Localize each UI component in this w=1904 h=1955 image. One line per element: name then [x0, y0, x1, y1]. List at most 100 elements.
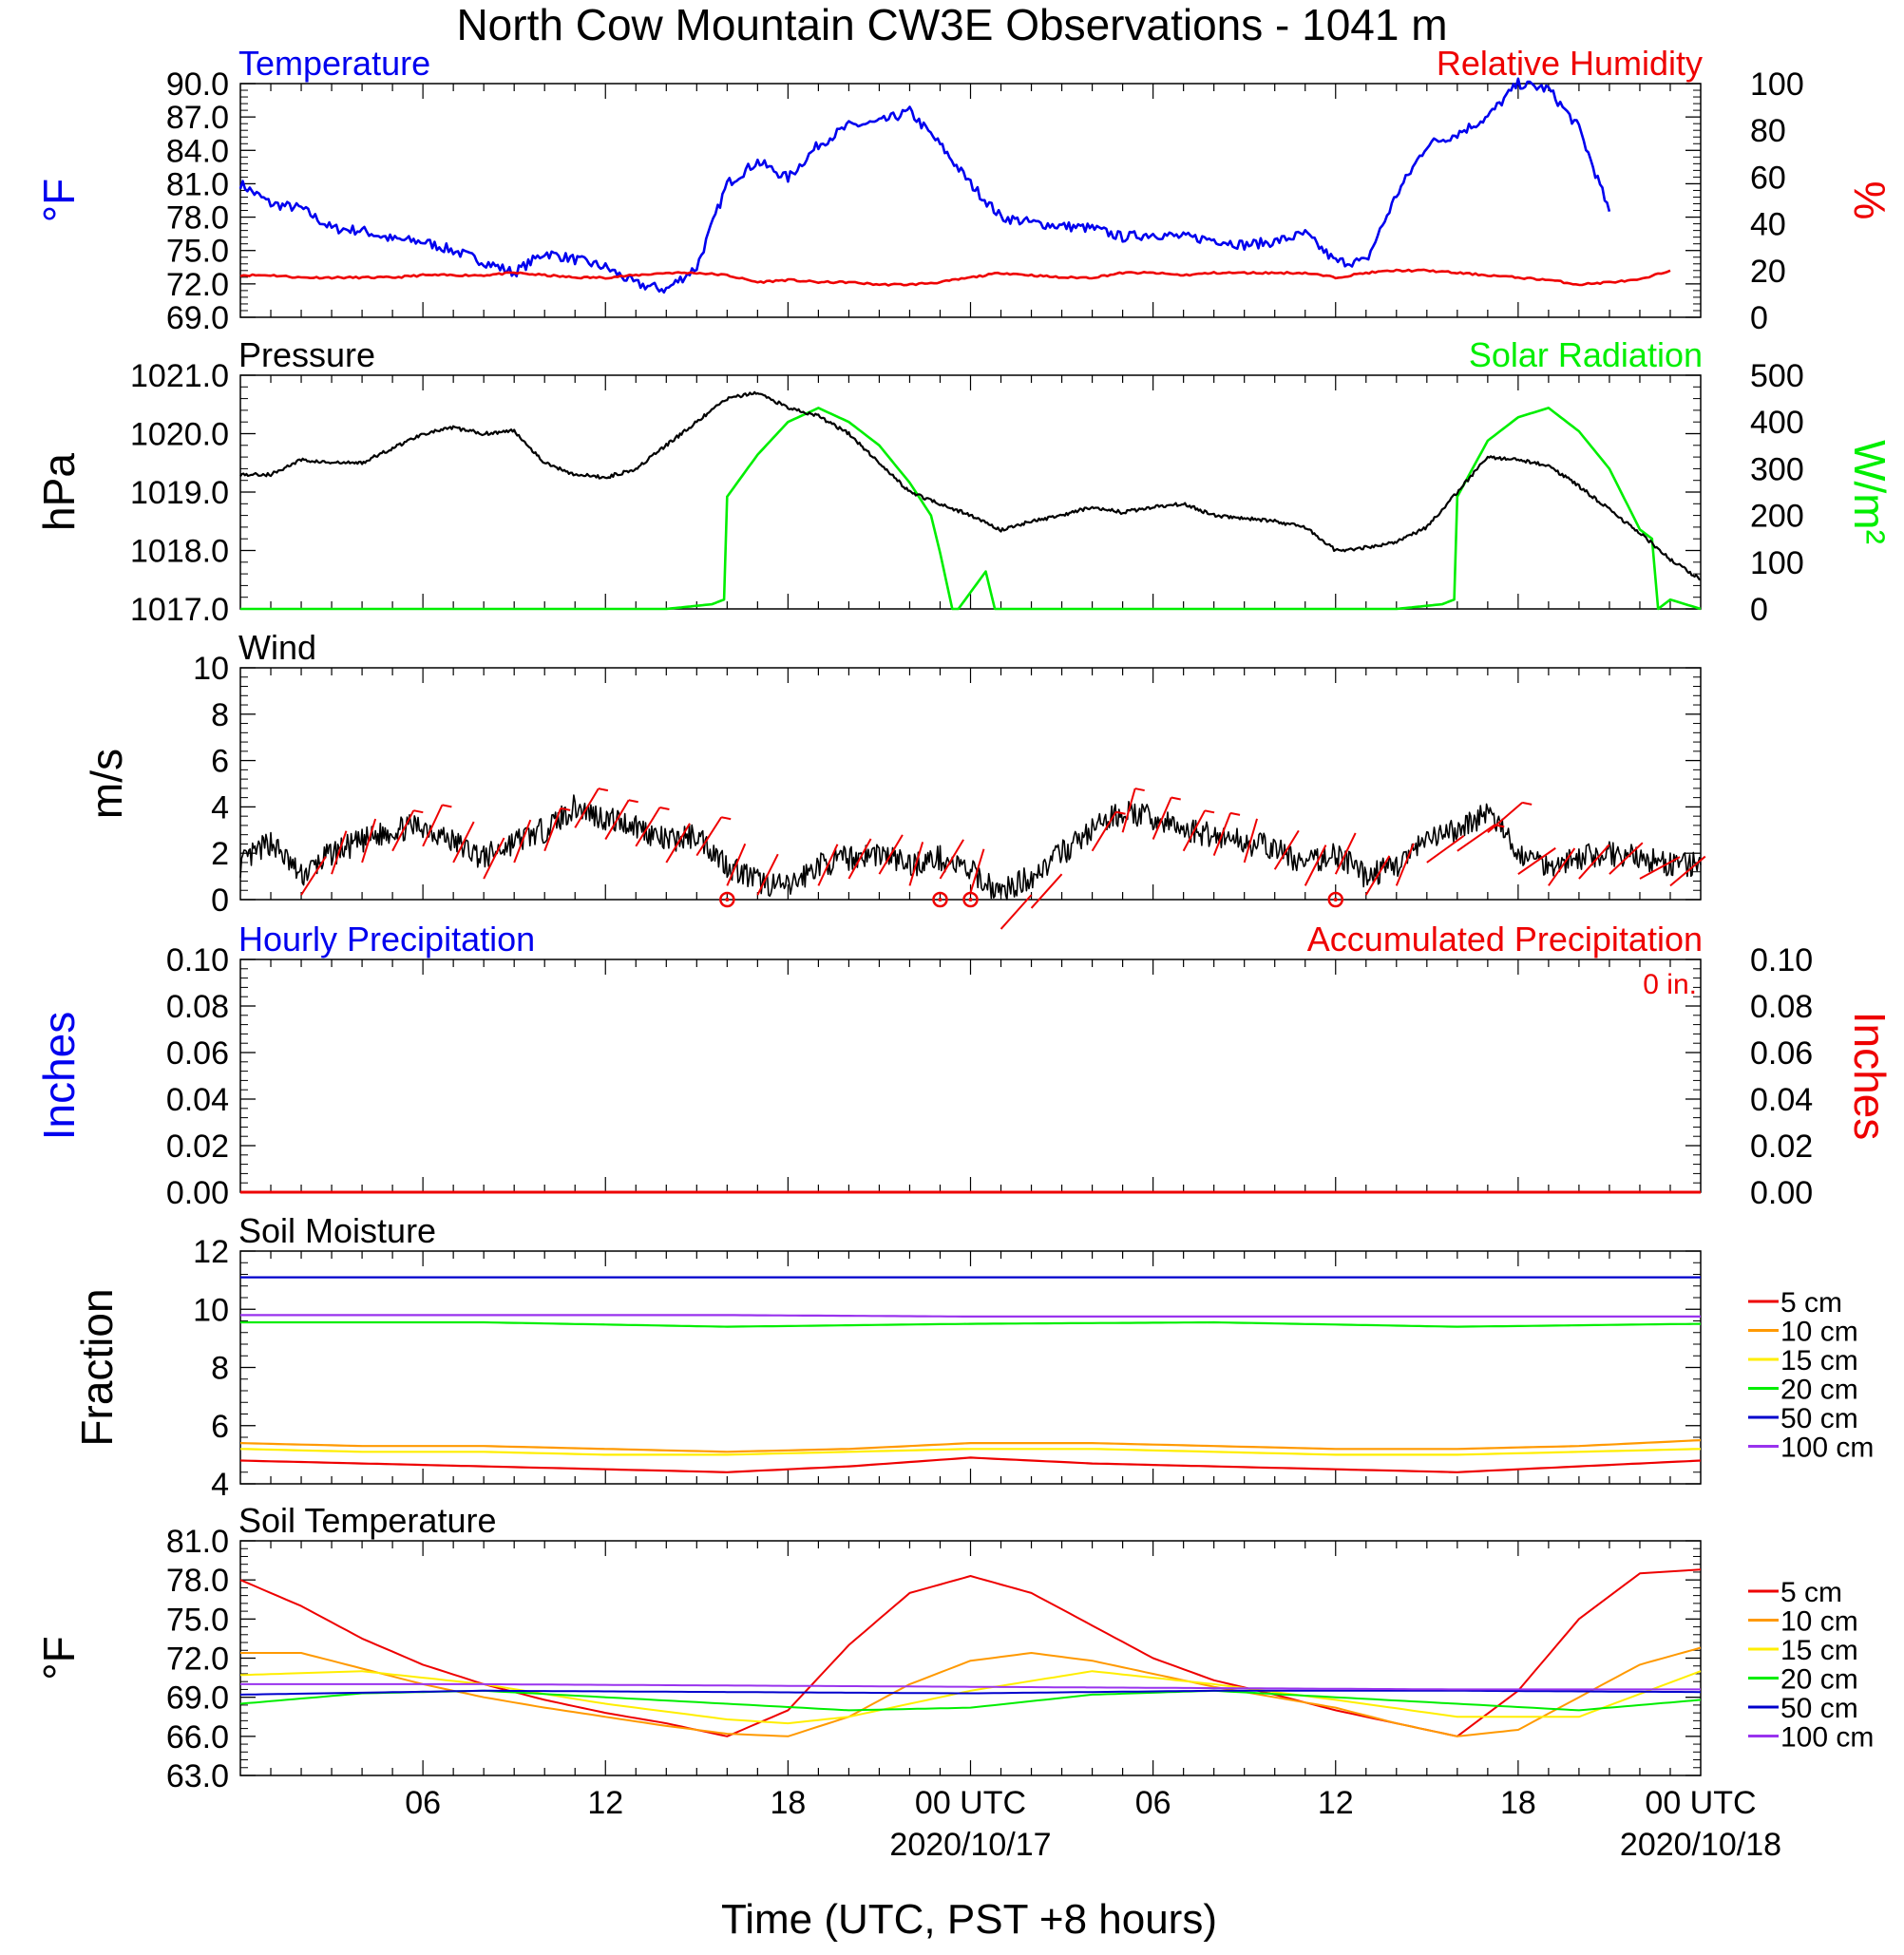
temperature-right-tick-label: 100 [1750, 66, 1804, 103]
precipitation-y-tick-label: 0.04 [166, 1082, 229, 1118]
pressure-left-ylabel: hPa [34, 453, 84, 531]
x-tick-label: 00 UTC [915, 1785, 1026, 1821]
wind-barb-flag [721, 816, 732, 821]
soil-temperature-line-4 [239, 1689, 1702, 1696]
soil-temperature-legend-label: 20 cm [1780, 1664, 1858, 1696]
precipitation-y-tick-label: 0.02 [166, 1129, 229, 1165]
precipitation-y-tick-label: 0.00 [166, 1175, 229, 1211]
solar-radiation-line [240, 407, 1702, 611]
wind-barb-flag [1229, 811, 1241, 816]
pressure-right-tick-label: 300 [1750, 451, 1804, 487]
x-tick-label: 18 [1500, 1785, 1536, 1821]
soil-temperature-line-2 [239, 1670, 1702, 1725]
wind-plot-frame [239, 667, 1702, 901]
temperature-panel-title: Temperature [238, 44, 430, 83]
pressure-line [239, 390, 1702, 581]
wind-barb [1152, 797, 1172, 840]
wind-barb [604, 799, 630, 841]
temperature-line [238, 77, 1611, 294]
calm-wind-marker-dot [968, 898, 973, 902]
temperature-y-tick-label: 69.0 [166, 300, 229, 336]
pressure-right-tick-label: 100 [1750, 545, 1804, 581]
soil_temperature-y-tick-label: 69.0 [166, 1680, 229, 1717]
wind-barb-flag [442, 804, 452, 808]
precipitation-left-ylabel: Inches [34, 1012, 84, 1141]
wind-barb [635, 807, 661, 847]
precipitation-right-tick-label: 0.06 [1750, 1035, 1813, 1072]
wind-barb [939, 839, 964, 880]
wind-barb [726, 843, 747, 886]
temperature-right-tick-label: 60 [1750, 160, 1786, 196]
soil-moisture-legend-label: 10 cm [1780, 1317, 1858, 1348]
wind-y-tick-label: 8 [211, 697, 229, 733]
wind-y-tick-label: 0 [211, 883, 229, 919]
wind-barb [847, 838, 872, 880]
wind-speed-line [239, 794, 1702, 901]
soil-moisture-legend-label: 100 cm [1780, 1433, 1874, 1464]
wind-barb [1030, 873, 1063, 909]
soil-temperature-legend-label: 5 cm [1780, 1577, 1842, 1608]
temperature-y-tick-label: 84.0 [166, 133, 229, 169]
pressure-right-tick-label: 200 [1750, 499, 1804, 535]
wind-barb [1212, 812, 1231, 857]
wind-barb [1669, 855, 1706, 887]
accumulated-precipitation-value: 0 in. [1643, 969, 1697, 1000]
soil-moisture-legend-label: 20 cm [1780, 1375, 1858, 1406]
temperature-right-tick-label: 0 [1750, 300, 1768, 336]
pressure-y-tick-label: 1021.0 [130, 358, 229, 394]
wind-left-ylabel: m/s [82, 749, 131, 819]
wind-barb [452, 821, 475, 864]
wind-barb-flag [1134, 788, 1145, 792]
temperature-left-ylabel: °F [34, 179, 84, 223]
wind-barb [391, 809, 415, 852]
wind-barb [361, 818, 377, 864]
wind-y-tick-label: 6 [211, 744, 229, 780]
wind-barb [817, 844, 839, 886]
pressure-y-tick-label: 1020.0 [130, 417, 229, 453]
soil-moisture-line-5 [240, 1314, 1701, 1318]
soil-moisture-legend-label: 50 cm [1780, 1403, 1858, 1434]
x-axis-label: Time (UTC, PST +8 hours) [721, 1896, 1217, 1943]
soil_moisture-y-tick-label: 6 [211, 1409, 229, 1445]
precipitation-panel-right-title: Accumulated Precipitation [1307, 920, 1703, 959]
soil-moisture-legend-label: 15 cm [1780, 1345, 1858, 1376]
wind-barb [1334, 832, 1357, 875]
x-tick-label: 18 [770, 1785, 806, 1821]
pressure-plot-frame [239, 374, 1702, 610]
wind-barb [574, 788, 600, 828]
soil_temperature-y-tick-label: 75.0 [166, 1602, 229, 1638]
wind-barb-flag [1171, 796, 1181, 801]
temperature-panel-right-title: Relative Humidity [1437, 44, 1703, 83]
temperature-y-tick-label: 78.0 [166, 200, 229, 237]
wind-barb [1182, 809, 1206, 852]
soil-moisture-line-3 [240, 1320, 1702, 1328]
x-tick-label: 06 [1135, 1785, 1171, 1821]
pressure-y-tick-label: 1017.0 [130, 592, 229, 628]
x-tick-label: 00 UTC [1645, 1785, 1756, 1821]
wind-panel-title: Wind [238, 628, 316, 667]
wind-barb-flag [628, 799, 638, 804]
chart-title: North Cow Mountain CW3E Observations - 1… [456, 0, 1447, 49]
x-date-label: 2020/10/17 [889, 1827, 1051, 1863]
wind-barb [1487, 802, 1523, 833]
pressure-y-tick-label: 1019.0 [130, 475, 229, 511]
soil-temperature-line-0 [239, 1568, 1702, 1737]
calm-wind-marker [1327, 891, 1343, 908]
wind-barb-flag [560, 807, 571, 811]
pressure-right-tick-label: 400 [1750, 405, 1804, 441]
pressure-right-tick-label: 500 [1750, 358, 1804, 394]
soil-temperature-legend-label: 50 cm [1780, 1693, 1858, 1724]
wind-barb [483, 837, 505, 880]
wind-barb-flag [413, 809, 424, 814]
wind-barb [756, 853, 779, 896]
calm-wind-marker [719, 891, 735, 908]
wind-y-tick-label: 10 [193, 651, 229, 687]
precipitation-right-tick-label: 0.04 [1750, 1082, 1813, 1118]
x-tick-label: 06 [405, 1785, 441, 1821]
wind-barb [513, 819, 532, 864]
soil-temperature-legend-label: 100 cm [1780, 1722, 1874, 1754]
precipitation-y-tick-label: 0.10 [166, 942, 229, 978]
pressure-panel-title: Pressure [238, 335, 375, 374]
wind-barb [1304, 845, 1327, 886]
soil_temperature-panel-title: Soil Temperature [238, 1501, 496, 1540]
